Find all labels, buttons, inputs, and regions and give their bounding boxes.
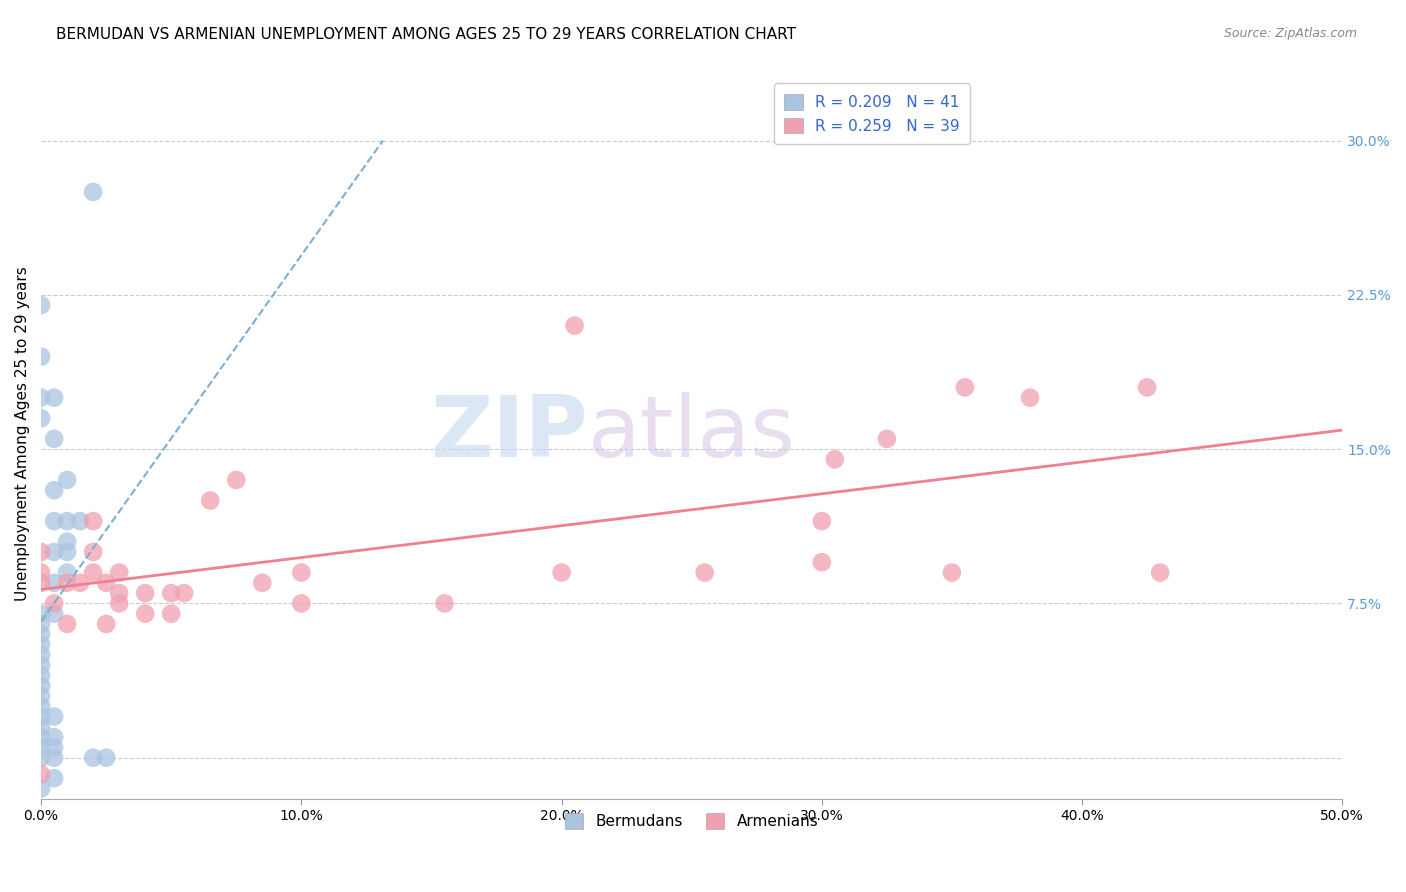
Point bbox=[96, 750, 118, 764]
Point bbox=[30, 566, 52, 580]
Point bbox=[42, 750, 65, 764]
Text: atlas: atlas bbox=[588, 392, 796, 475]
Point bbox=[134, 586, 156, 600]
Point bbox=[134, 607, 156, 621]
Point bbox=[30, 638, 52, 652]
Point bbox=[693, 566, 716, 580]
Point bbox=[82, 545, 104, 559]
Point bbox=[290, 596, 312, 610]
Point bbox=[56, 473, 79, 487]
Point bbox=[30, 298, 52, 312]
Point bbox=[953, 380, 976, 394]
Point bbox=[252, 575, 274, 590]
Point bbox=[42, 483, 65, 498]
Point bbox=[1149, 566, 1171, 580]
Point bbox=[290, 566, 312, 580]
Point bbox=[42, 432, 65, 446]
Text: ZIP: ZIP bbox=[430, 392, 588, 475]
Point bbox=[42, 391, 65, 405]
Point bbox=[173, 586, 195, 600]
Point bbox=[30, 679, 52, 693]
Point bbox=[42, 575, 65, 590]
Point bbox=[160, 586, 183, 600]
Point bbox=[69, 575, 91, 590]
Point bbox=[30, 740, 52, 755]
Point bbox=[30, 781, 52, 796]
Point bbox=[30, 689, 52, 703]
Point bbox=[30, 699, 52, 714]
Point bbox=[30, 575, 52, 590]
Point bbox=[56, 566, 79, 580]
Point bbox=[30, 545, 52, 559]
Point bbox=[69, 514, 91, 528]
Legend: Bermudans, Armenians: Bermudans, Armenians bbox=[560, 806, 824, 835]
Point bbox=[30, 767, 52, 781]
Point bbox=[1136, 380, 1159, 394]
Point bbox=[225, 473, 247, 487]
Point bbox=[56, 534, 79, 549]
Point bbox=[30, 750, 52, 764]
Point bbox=[30, 627, 52, 641]
Point bbox=[96, 617, 118, 632]
Point bbox=[810, 514, 832, 528]
Point bbox=[160, 607, 183, 621]
Point bbox=[82, 185, 104, 199]
Point bbox=[941, 566, 963, 580]
Point bbox=[564, 318, 586, 333]
Point bbox=[96, 575, 118, 590]
Point bbox=[42, 709, 65, 723]
Point bbox=[810, 555, 832, 569]
Y-axis label: Unemployment Among Ages 25 to 29 years: Unemployment Among Ages 25 to 29 years bbox=[15, 267, 30, 601]
Point bbox=[56, 575, 79, 590]
Point bbox=[56, 514, 79, 528]
Point bbox=[108, 586, 131, 600]
Point bbox=[42, 607, 65, 621]
Point bbox=[433, 596, 456, 610]
Point bbox=[42, 771, 65, 785]
Point bbox=[30, 658, 52, 673]
Point bbox=[30, 411, 52, 425]
Point bbox=[42, 730, 65, 744]
Text: BERMUDAN VS ARMENIAN UNEMPLOYMENT AMONG AGES 25 TO 29 YEARS CORRELATION CHART: BERMUDAN VS ARMENIAN UNEMPLOYMENT AMONG … bbox=[56, 27, 796, 42]
Point bbox=[30, 720, 52, 734]
Point bbox=[56, 617, 79, 632]
Point bbox=[82, 566, 104, 580]
Point bbox=[82, 750, 104, 764]
Point bbox=[200, 493, 222, 508]
Point bbox=[42, 596, 65, 610]
Point bbox=[550, 566, 572, 580]
Point bbox=[56, 545, 79, 559]
Point bbox=[876, 432, 898, 446]
Text: Source: ZipAtlas.com: Source: ZipAtlas.com bbox=[1223, 27, 1357, 40]
Point bbox=[30, 350, 52, 364]
Point bbox=[108, 596, 131, 610]
Point bbox=[30, 648, 52, 662]
Point bbox=[30, 668, 52, 682]
Point bbox=[42, 514, 65, 528]
Point bbox=[30, 607, 52, 621]
Point bbox=[30, 730, 52, 744]
Point bbox=[42, 545, 65, 559]
Point bbox=[1019, 391, 1042, 405]
Point bbox=[824, 452, 846, 467]
Point bbox=[30, 709, 52, 723]
Point bbox=[30, 617, 52, 632]
Point bbox=[42, 740, 65, 755]
Point bbox=[82, 514, 104, 528]
Point bbox=[30, 391, 52, 405]
Point bbox=[108, 566, 131, 580]
